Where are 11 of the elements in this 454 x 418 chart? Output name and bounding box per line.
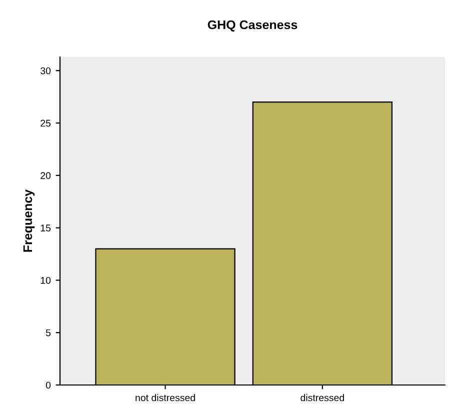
y-axis-title: Frequency bbox=[23, 189, 35, 252]
x-tick-label: distressed bbox=[300, 394, 344, 402]
y-tick-label: 0 bbox=[46, 382, 51, 389]
chart-title: GHQ Caseness bbox=[208, 20, 298, 32]
y-tick-label: 30 bbox=[40, 67, 51, 74]
y-tick-label: 5 bbox=[46, 329, 51, 336]
y-tick-label: 20 bbox=[40, 172, 51, 180]
y-tick-label: 10 bbox=[40, 276, 51, 284]
y-tick-label: 25 bbox=[40, 120, 51, 127]
x-tick-label: not distressed bbox=[136, 394, 195, 402]
y-tick-label: 15 bbox=[40, 224, 51, 232]
